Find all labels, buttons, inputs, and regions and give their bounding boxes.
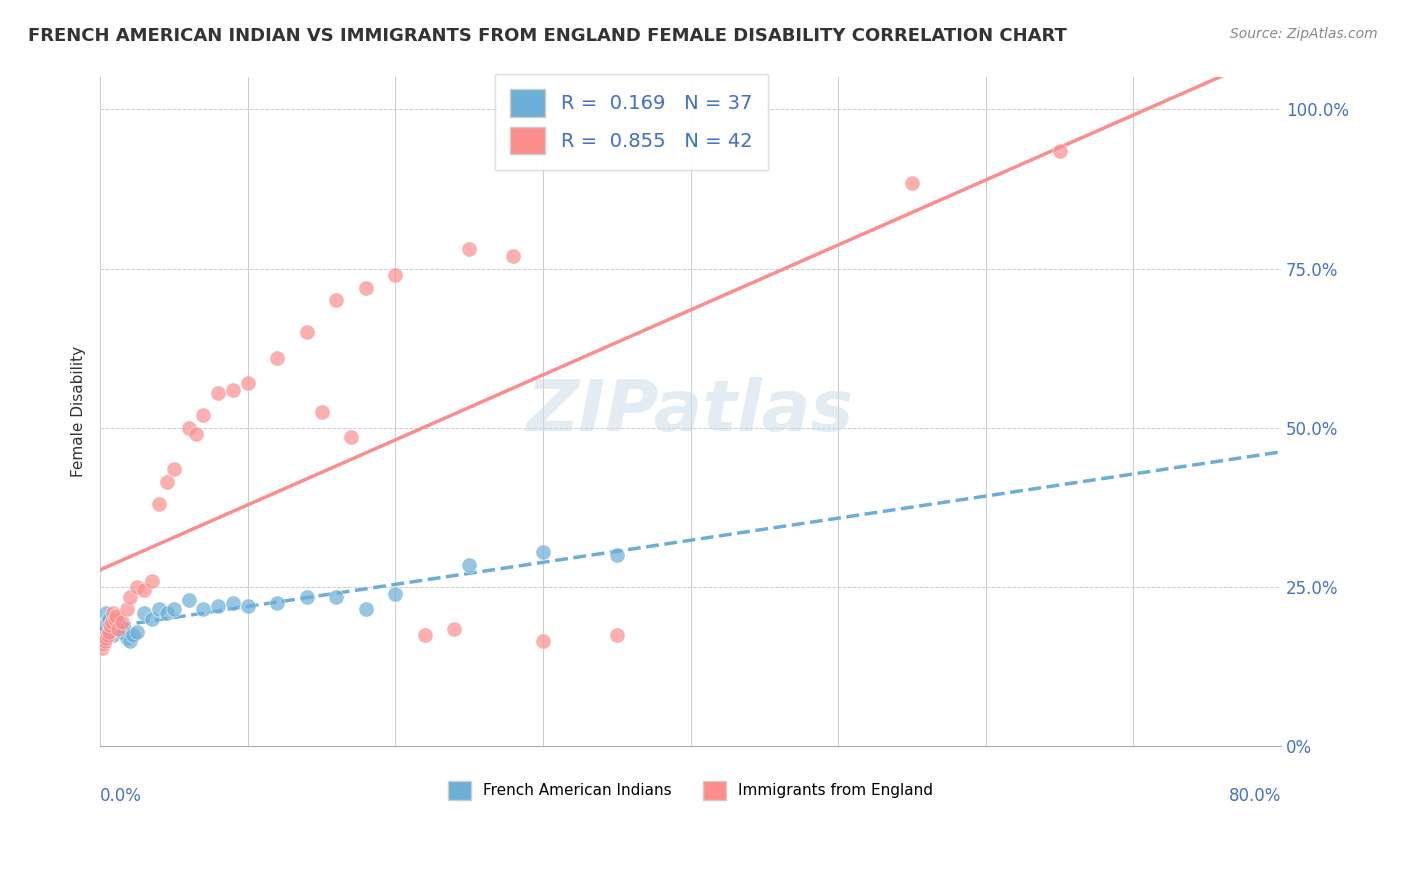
Point — [121, 628, 143, 642]
Point — [155, 606, 177, 620]
Point — [354, 281, 377, 295]
Point — [531, 545, 554, 559]
Point — [207, 385, 229, 400]
Point — [163, 602, 186, 616]
Point — [94, 631, 117, 645]
Point — [96, 628, 118, 642]
Point — [502, 249, 524, 263]
Point — [384, 586, 406, 600]
Point — [115, 631, 138, 645]
Text: FRENCH AMERICAN INDIAN VS IMMIGRANTS FROM ENGLAND FEMALE DISABILITY CORRELATION : FRENCH AMERICAN INDIAN VS IMMIGRANTS FRO… — [28, 27, 1067, 45]
Point — [100, 618, 122, 632]
Text: 80.0%: 80.0% — [1229, 787, 1281, 805]
Point — [531, 634, 554, 648]
Point — [134, 606, 156, 620]
Point — [98, 612, 121, 626]
Point — [236, 599, 259, 614]
Point — [458, 558, 481, 572]
Point — [295, 326, 318, 340]
Text: 0.0%: 0.0% — [100, 787, 142, 805]
Point — [112, 622, 135, 636]
Point — [108, 618, 131, 632]
Point — [118, 634, 141, 648]
Text: ZIPatlas: ZIPatlas — [527, 377, 855, 446]
Point — [901, 176, 924, 190]
Point — [606, 549, 628, 563]
Point — [100, 622, 122, 636]
Point — [104, 612, 127, 626]
Point — [458, 243, 481, 257]
Point — [163, 462, 186, 476]
Point — [105, 608, 128, 623]
Point — [325, 590, 347, 604]
Point — [94, 606, 117, 620]
Point — [115, 602, 138, 616]
Point — [177, 593, 200, 607]
Point — [105, 618, 128, 632]
Point — [236, 376, 259, 391]
Point — [98, 624, 121, 639]
Point — [101, 624, 124, 639]
Point — [1049, 144, 1071, 158]
Point — [93, 618, 115, 632]
Point — [93, 634, 115, 648]
Point — [141, 612, 163, 626]
Point — [91, 624, 114, 639]
Point — [222, 383, 245, 397]
Point — [111, 624, 134, 639]
Point — [90, 622, 112, 636]
Point — [311, 405, 333, 419]
Point — [107, 622, 129, 636]
Point — [384, 268, 406, 282]
Point — [118, 590, 141, 604]
Point — [111, 615, 134, 630]
Point — [134, 583, 156, 598]
Point — [193, 602, 215, 616]
Point — [148, 602, 170, 616]
Point — [155, 475, 177, 489]
Point — [96, 615, 118, 630]
Y-axis label: Female Disability: Female Disability — [72, 346, 86, 477]
Point — [103, 606, 125, 620]
Point — [125, 624, 148, 639]
Point — [104, 622, 127, 636]
Text: Source: ZipAtlas.com: Source: ZipAtlas.com — [1230, 27, 1378, 41]
Point — [193, 408, 215, 422]
Point — [184, 427, 207, 442]
Point — [606, 628, 628, 642]
Point — [340, 430, 363, 444]
Point — [125, 580, 148, 594]
Point — [207, 599, 229, 614]
Legend: R =  0.169   N = 37, R =  0.855   N = 42: R = 0.169 N = 37, R = 0.855 N = 42 — [495, 74, 768, 169]
Point — [413, 628, 436, 642]
Point — [222, 596, 245, 610]
Point — [103, 628, 125, 642]
Point — [295, 590, 318, 604]
Point — [148, 497, 170, 511]
Point — [90, 640, 112, 655]
Point — [266, 596, 288, 610]
Point — [266, 351, 288, 365]
Point — [107, 615, 129, 630]
Point — [91, 638, 114, 652]
Point — [354, 602, 377, 616]
Point — [141, 574, 163, 588]
Point — [101, 615, 124, 630]
Point — [325, 293, 347, 308]
Point — [177, 421, 200, 435]
Point — [443, 622, 465, 636]
